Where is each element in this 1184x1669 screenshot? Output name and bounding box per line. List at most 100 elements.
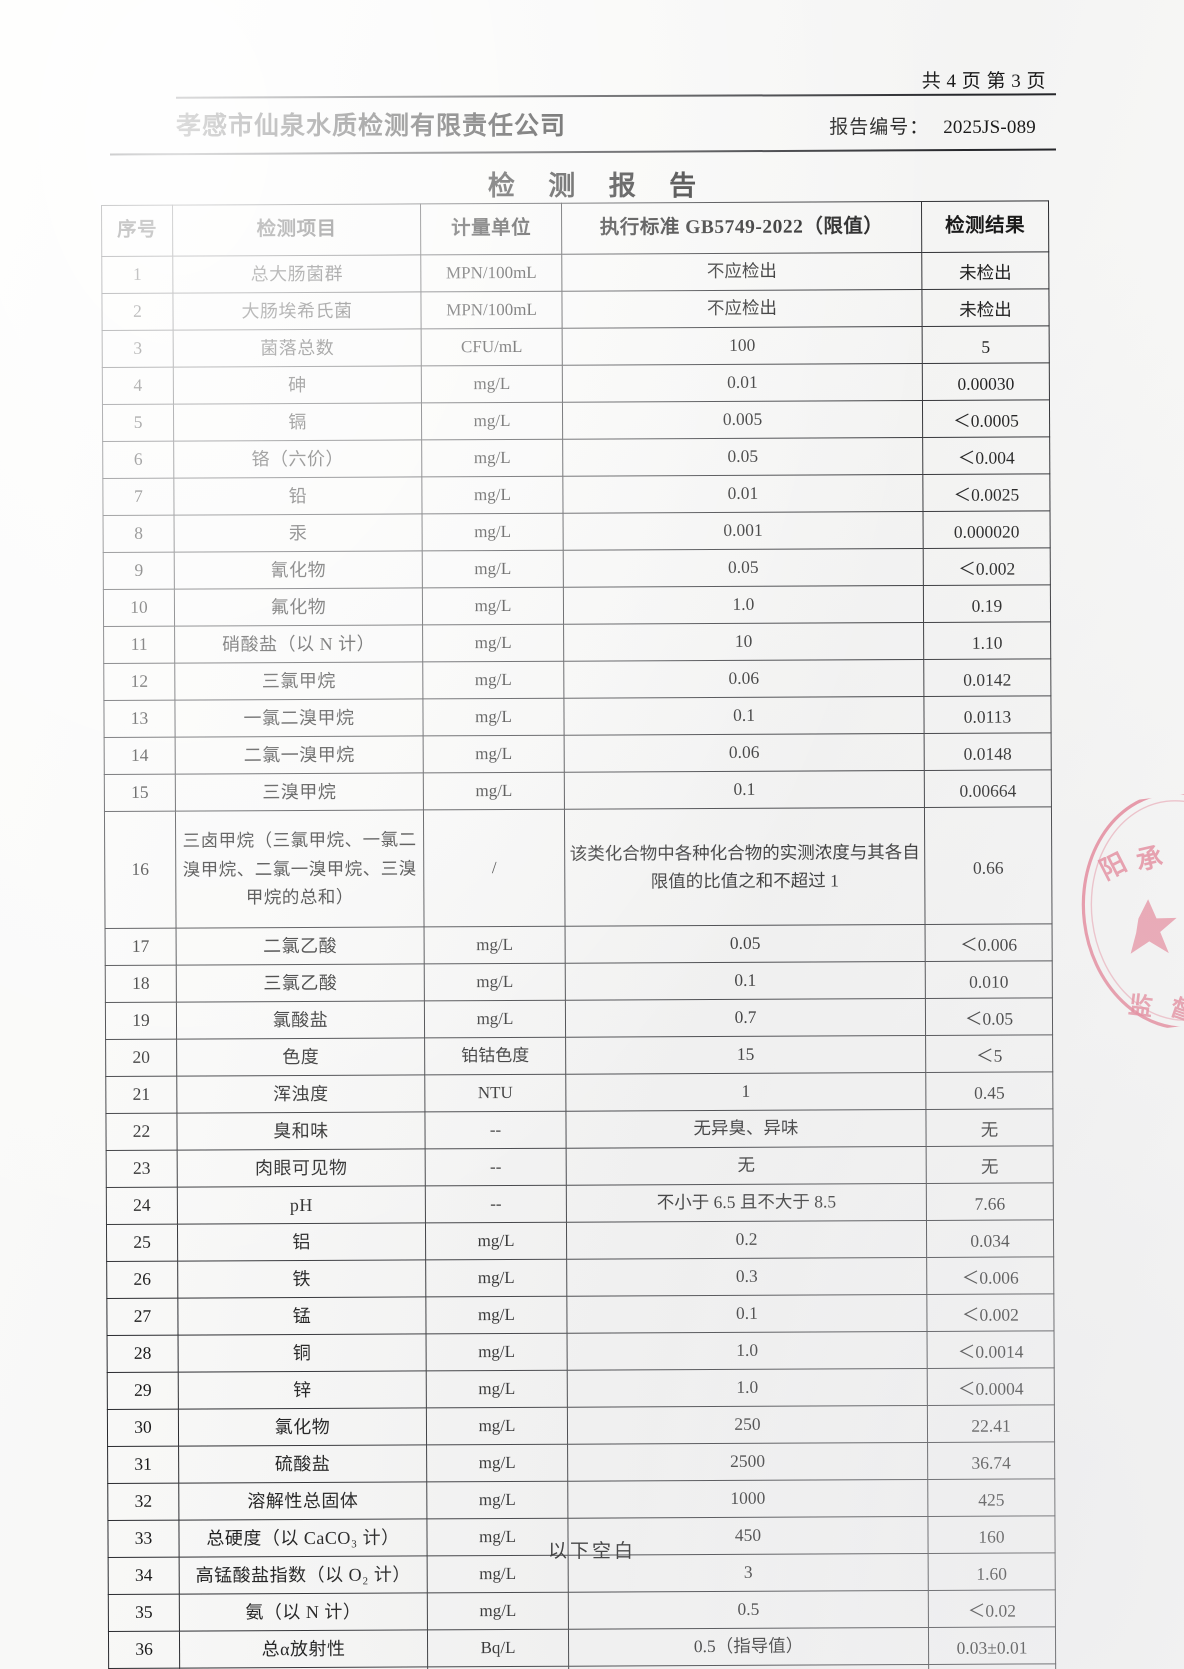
cell-result: 无 bbox=[925, 1111, 1054, 1150]
cell-item: 氨（以 N 计） bbox=[179, 1592, 428, 1632]
table-row: 7 铅 mg/L 0.01 ＜0.0025 bbox=[102, 474, 1051, 516]
cell-no: 19 bbox=[105, 1002, 177, 1040]
cell-unit: / bbox=[423, 809, 566, 927]
cell-standard: 无异臭、异味 bbox=[565, 1109, 927, 1149]
cell-standard: 0.1 bbox=[566, 1294, 928, 1334]
cell-unit: mg/L bbox=[423, 735, 565, 773]
cell-no: 29 bbox=[107, 1372, 179, 1410]
report-number: 报告编号： 2025JS-089 bbox=[829, 112, 1036, 139]
cell-unit: 铂钴色度 bbox=[424, 1037, 566, 1075]
cell-item: 色度 bbox=[176, 1037, 425, 1077]
cell-unit: mg/L bbox=[426, 1444, 568, 1482]
cell-unit: -- bbox=[425, 1148, 567, 1186]
page-title: 检 测 报 告 bbox=[487, 171, 709, 202]
cell-result: 0.00030 bbox=[922, 365, 1050, 404]
table-row: 2 大肠埃希氏菌 MPN/100mL 不应检出 未检出 bbox=[101, 289, 1050, 331]
cell-result: ＜0.02 bbox=[928, 1592, 1056, 1631]
table-row: 22 臭和味 -- 无异臭、异味无 bbox=[105, 1109, 1054, 1151]
cell-unit: Bq/L bbox=[427, 1629, 569, 1667]
cell-item: 三氯甲烷 bbox=[174, 661, 423, 701]
svg-text:监: 监 bbox=[1127, 991, 1154, 1022]
table-row: 30 氯化物 mg/L 250 22.41 bbox=[107, 1405, 1055, 1447]
cell-standard: 0.1 bbox=[564, 770, 925, 810]
cell-result: 0.034 bbox=[926, 1222, 1054, 1261]
table-row: 3 菌落总数 CFU/mL 100 5 bbox=[102, 326, 1050, 368]
cell-unit: mg/L bbox=[426, 1333, 568, 1371]
cell-result: 7.66 bbox=[926, 1185, 1054, 1224]
table-row: 15 三溴甲烷 mg/L 0.1 0.00664 bbox=[104, 770, 1052, 812]
col-header-result: 检测结果 bbox=[921, 200, 1049, 253]
cell-standard: 0.001 bbox=[563, 511, 924, 551]
cell-item: 汞 bbox=[174, 513, 423, 553]
cell-unit: mg/L bbox=[424, 963, 566, 1001]
cell-item: 二氯乙酸 bbox=[176, 926, 425, 966]
cell-standard: 0.1 bbox=[563, 696, 925, 736]
cell-result: 0.00664 bbox=[924, 772, 1052, 811]
cell-unit: -- bbox=[425, 1185, 567, 1223]
cell-unit: -- bbox=[424, 1111, 567, 1149]
cell-unit: MPN/100mL bbox=[420, 291, 563, 329]
cell-standard: 0.05 bbox=[565, 924, 926, 964]
cell-standard: 0.5 bbox=[568, 1590, 929, 1630]
cell-no: 24 bbox=[106, 1187, 178, 1225]
cell-result: ＜0.0014 bbox=[927, 1333, 1055, 1372]
cell-item: 砷 bbox=[173, 365, 422, 405]
cell-no: 30 bbox=[107, 1409, 179, 1447]
cell-result: ＜0.002 bbox=[926, 1296, 1055, 1335]
table-row: 1 总大肠菌群 MPN/100mL 不应检出 未检出 bbox=[101, 252, 1049, 294]
cell-item: 铝 bbox=[177, 1222, 426, 1262]
cell-standard: 2500 bbox=[567, 1442, 928, 1482]
header-rule-top bbox=[175, 93, 1057, 99]
cell-no: 27 bbox=[106, 1298, 179, 1336]
col-header-item: 检测项目 bbox=[172, 203, 421, 257]
cell-item: 总α放射性 bbox=[179, 1629, 428, 1669]
cell-result: 5 bbox=[922, 328, 1050, 367]
cell-unit: mg/L bbox=[421, 439, 563, 477]
cell-no: 36 bbox=[108, 1631, 180, 1669]
cell-no: 16 bbox=[104, 811, 177, 929]
cell-unit: mg/L bbox=[421, 365, 563, 403]
cell-item: 三溴甲烷 bbox=[175, 772, 424, 812]
cell-standard: 100 bbox=[562, 326, 923, 366]
cell-no: 7 bbox=[102, 478, 175, 516]
results-table-wrapper: 序号 检测项目 计量单位 执行标准 GB5749-2022（限值） 检测结果 1… bbox=[101, 200, 1056, 1669]
cell-item: pH bbox=[177, 1185, 426, 1225]
cell-standard: 无 bbox=[566, 1146, 927, 1186]
table-row: 36 总α放射性 Bq/L 0.5（指导值） 0.03±0.01 bbox=[108, 1627, 1056, 1669]
cell-result: ＜0.004 bbox=[922, 439, 1050, 478]
cell-item: 三氯乙酸 bbox=[176, 963, 425, 1003]
cell-unit: mg/L bbox=[426, 1481, 568, 1519]
cell-no: 4 bbox=[102, 367, 174, 405]
cell-standard: 1.0 bbox=[567, 1331, 928, 1371]
cell-standard: 0.1 bbox=[565, 961, 926, 1001]
cell-no: 5 bbox=[102, 404, 174, 442]
cell-item: 铜 bbox=[178, 1333, 427, 1373]
cell-item: 肉眼可见物 bbox=[177, 1148, 426, 1188]
cell-item: 溶解性总固体 bbox=[178, 1481, 427, 1521]
cell-no: 21 bbox=[105, 1076, 177, 1114]
table-row: 29 锌 mg/L 1.0 ＜0.0004 bbox=[107, 1368, 1055, 1410]
table-row: 31 硫酸盐 mg/L 2500 36.74 bbox=[107, 1442, 1055, 1484]
cell-standard: 10 bbox=[563, 622, 924, 662]
table-row: 23 肉眼可见物 -- 无无 bbox=[106, 1146, 1054, 1188]
cell-no: 14 bbox=[104, 737, 176, 775]
cell-item: 锌 bbox=[178, 1370, 427, 1410]
header-rule-bottom bbox=[110, 148, 1056, 156]
results-table-body: 1 总大肠菌群 MPN/100mL 不应检出 未检出 2 大肠埃希氏菌 MPN/100mL 不应… bbox=[101, 252, 1056, 1669]
cell-standard: 该类化合物中各种化合物的实测浓度与其各自限值的比值之和不超过 1 bbox=[564, 807, 926, 927]
cell-unit: mg/L bbox=[422, 513, 564, 551]
table-row: 20 色度 铂钴色度 15 ＜5 bbox=[105, 1035, 1053, 1077]
cell-result: 无 bbox=[926, 1148, 1054, 1187]
cell-item: 硫酸盐 bbox=[178, 1444, 427, 1484]
cell-no: 13 bbox=[103, 700, 176, 738]
cell-item: 铅 bbox=[173, 476, 423, 516]
cell-result: 0.0142 bbox=[923, 661, 1051, 700]
cell-standard: 15 bbox=[565, 1035, 926, 1075]
cell-result: 36.74 bbox=[927, 1444, 1055, 1483]
table-row: 28 铜 mg/L 1.0 ＜0.0014 bbox=[107, 1331, 1055, 1373]
cell-no: 6 bbox=[102, 441, 174, 479]
cell-standard: 0.005 bbox=[562, 400, 923, 440]
table-row: 9 氰化物 mg/L 0.05 ＜0.002 bbox=[103, 548, 1051, 590]
cell-no: 11 bbox=[103, 626, 175, 664]
